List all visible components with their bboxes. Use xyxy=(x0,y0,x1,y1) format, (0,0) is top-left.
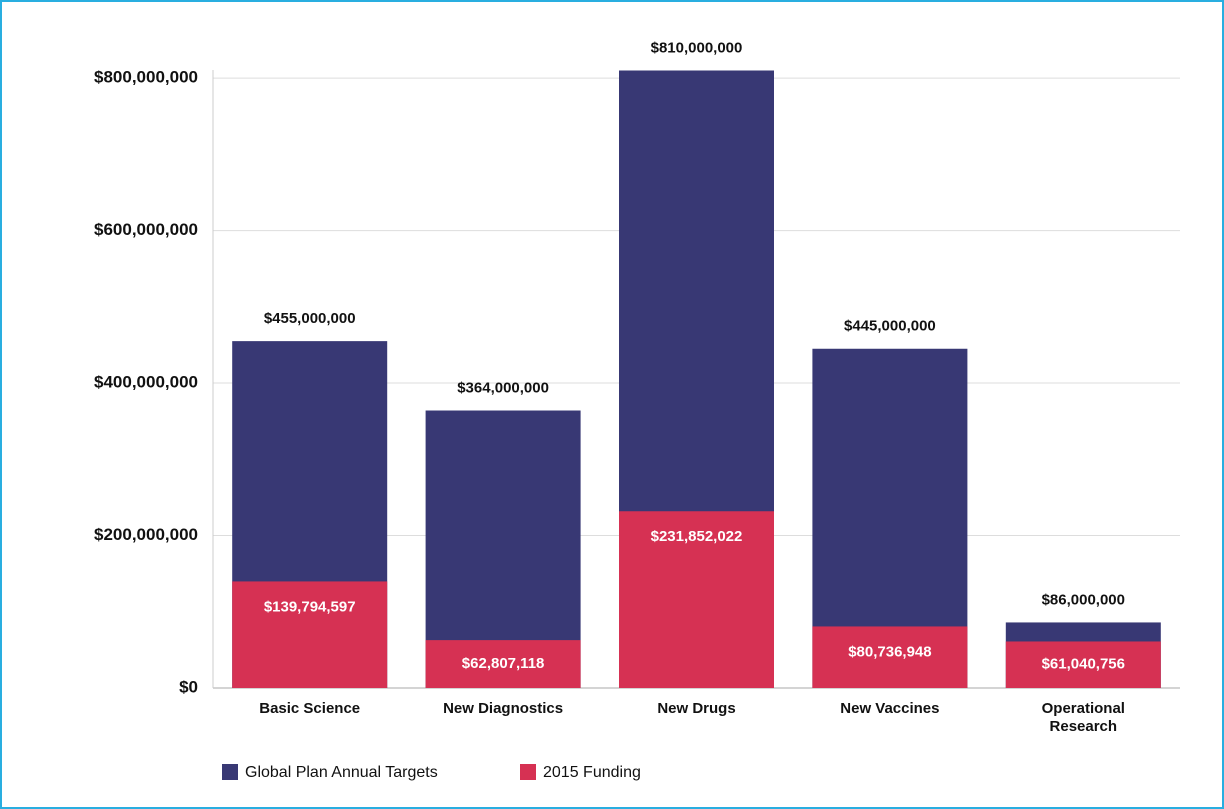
x-tick-label: New Drugs xyxy=(657,700,736,717)
y-tick-label: $0 xyxy=(179,677,198,696)
value-label: $62,807,118 xyxy=(462,655,545,672)
value-label: $139,794,597 xyxy=(264,598,356,615)
x-tick-label: New Diagnostics xyxy=(443,700,564,717)
x-tick-label: New Vaccines xyxy=(840,700,940,717)
legend-swatch xyxy=(222,764,238,780)
value-label: $445,000,000 xyxy=(844,318,936,335)
legend-label: Global Plan Annual Targets xyxy=(245,764,438,781)
value-label: $80,736,948 xyxy=(848,643,931,660)
x-tick-label: Basic Science xyxy=(259,700,361,717)
y-tick-label: $200,000,000 xyxy=(94,525,198,544)
bar xyxy=(619,511,774,688)
value-label: $455,000,000 xyxy=(264,310,356,327)
bar xyxy=(232,581,388,688)
legend-label: 2015 Funding xyxy=(543,764,641,781)
value-label: $364,000,000 xyxy=(457,379,549,396)
value-label: $86,000,000 xyxy=(1042,591,1125,608)
y-tick-label: $600,000,000 xyxy=(94,220,198,239)
legend-swatch xyxy=(520,764,536,780)
bar xyxy=(1005,641,1161,688)
value-label: $810,000,000 xyxy=(651,39,743,56)
y-tick-label: $400,000,000 xyxy=(94,373,198,392)
value-label: $231,852,022 xyxy=(651,528,743,545)
y-tick-label: $800,000,000 xyxy=(94,68,198,87)
value-label: $61,040,756 xyxy=(1042,656,1125,673)
bar xyxy=(425,640,581,688)
x-tick-label: Operational Research xyxy=(1041,700,1125,735)
bar xyxy=(812,626,968,688)
